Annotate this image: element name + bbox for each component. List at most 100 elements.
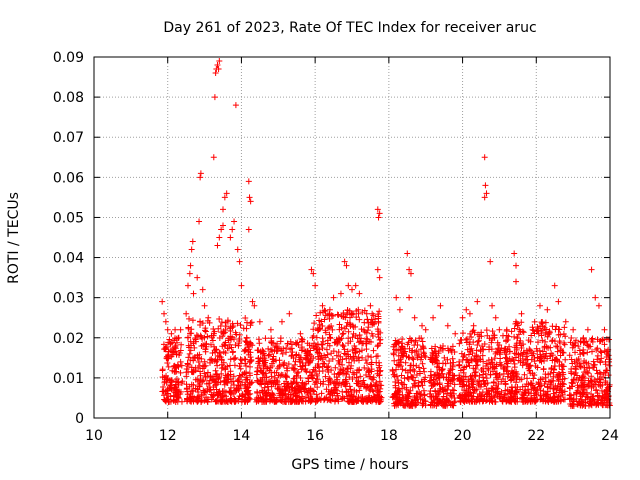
data-point	[221, 381, 228, 388]
data-point	[474, 353, 481, 360]
data-point	[308, 374, 315, 381]
data-point	[199, 335, 206, 342]
x-tick-label: 18	[380, 428, 398, 444]
data-point	[310, 366, 317, 373]
data-point	[570, 326, 577, 333]
data-point	[367, 381, 374, 388]
data-point	[419, 338, 426, 345]
data-point	[268, 360, 275, 367]
data-point	[177, 347, 184, 354]
data-point	[430, 350, 437, 357]
data-point	[220, 348, 227, 355]
data-point	[335, 349, 342, 356]
data-point	[260, 370, 267, 377]
data-point	[472, 353, 479, 360]
data-point	[583, 364, 590, 371]
data-point	[463, 306, 470, 313]
data-point	[414, 354, 421, 361]
data-point	[241, 346, 248, 353]
data-point	[471, 369, 478, 376]
data-point	[496, 326, 503, 333]
data-point	[511, 360, 518, 367]
data-point	[187, 338, 194, 345]
data-point	[568, 335, 575, 342]
data-point	[243, 363, 250, 370]
data-point	[553, 343, 560, 350]
data-point	[239, 379, 246, 386]
data-point	[255, 336, 262, 343]
data-point	[528, 332, 535, 339]
grid	[94, 57, 610, 418]
data-point	[393, 340, 400, 347]
data-point	[238, 282, 245, 289]
data-point	[345, 282, 352, 289]
data-point	[502, 354, 509, 361]
data-point	[168, 378, 175, 385]
data-point	[245, 226, 252, 233]
data-point	[329, 313, 336, 320]
data-point	[206, 377, 213, 384]
data-point	[535, 330, 542, 337]
data-point	[368, 330, 375, 337]
data-point	[562, 318, 569, 325]
data-point	[326, 324, 333, 331]
data-point	[407, 270, 414, 277]
data-point	[356, 290, 363, 297]
data-point	[211, 328, 218, 335]
data-point	[511, 325, 518, 332]
data-point	[281, 359, 288, 366]
data-point	[449, 343, 456, 350]
x-tick-label: 14	[233, 428, 251, 444]
data-point	[504, 368, 511, 375]
data-point	[210, 325, 217, 332]
data-point	[532, 398, 539, 405]
data-point	[554, 344, 561, 351]
data-point	[358, 326, 365, 333]
data-point	[569, 360, 576, 367]
data-point	[598, 387, 605, 394]
data-point	[293, 372, 300, 379]
data-point	[365, 366, 372, 373]
data-point	[477, 347, 484, 354]
data-point	[419, 360, 426, 367]
data-point	[507, 377, 514, 384]
data-point	[539, 337, 546, 344]
data-point	[562, 333, 569, 340]
data-point	[404, 401, 411, 408]
data-point	[196, 381, 203, 388]
data-point	[365, 324, 372, 331]
data-point	[589, 393, 596, 400]
data-point	[439, 386, 446, 393]
data-point	[270, 394, 277, 401]
data-point	[469, 372, 476, 379]
data-point	[172, 368, 179, 375]
data-point	[356, 387, 363, 394]
data-point	[216, 316, 223, 323]
data-point	[363, 346, 370, 353]
data-point	[311, 320, 318, 327]
data-points	[159, 58, 613, 409]
data-point	[326, 357, 333, 364]
data-point	[374, 326, 381, 333]
data-point	[165, 376, 172, 383]
data-point	[503, 367, 510, 374]
data-point	[476, 382, 483, 389]
data-point	[567, 368, 574, 375]
data-point	[375, 333, 382, 340]
data-point	[432, 343, 439, 350]
data-point	[237, 382, 244, 389]
data-point	[345, 340, 352, 347]
data-point	[475, 337, 482, 344]
data-point	[314, 376, 321, 383]
data-point	[466, 310, 473, 317]
data-point	[211, 343, 218, 350]
data-point	[324, 325, 331, 332]
data-point	[461, 393, 468, 400]
data-point	[457, 337, 464, 344]
y-tick-label: 0.02	[53, 331, 84, 347]
data-point	[599, 394, 606, 401]
data-point	[533, 390, 540, 397]
data-point	[463, 363, 470, 370]
data-point	[365, 396, 372, 403]
data-point	[597, 383, 604, 390]
